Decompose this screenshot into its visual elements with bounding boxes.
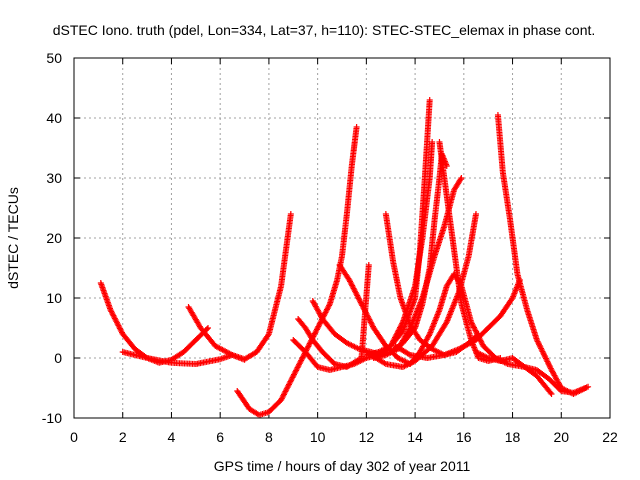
series-8	[309, 151, 450, 358]
plus-marker	[365, 262, 372, 268]
plus-marker	[241, 356, 248, 363]
x-tick-label: 4	[168, 429, 176, 445]
plus-marker	[585, 383, 592, 390]
plus-marker	[265, 332, 272, 339]
x-tick-label: 14	[407, 429, 423, 445]
chart-title: dSTEC Iono. truth (pdel, Lon=334, Lat=37…	[53, 22, 596, 38]
plus-marker	[203, 326, 210, 333]
x-axis-label: GPS time / hours of day 302 of year 2011	[214, 458, 471, 474]
series-3	[185, 304, 248, 363]
x-tick-label: 18	[505, 429, 521, 445]
y-tick-labels: -10 0 10 20 30 40 50	[42, 50, 62, 426]
x-tick-label: 10	[310, 429, 326, 445]
series-15	[494, 112, 589, 397]
x-tick-label: 0	[70, 429, 78, 445]
plus-marker	[429, 139, 436, 145]
plus-marker	[287, 211, 294, 217]
plus-marker	[205, 325, 211, 331]
y-tick-label: 40	[46, 110, 62, 126]
plus-marker	[457, 176, 464, 183]
x-tick-label: 16	[456, 429, 472, 445]
data-marks	[97, 97, 592, 418]
x-tick-label: 20	[553, 429, 569, 445]
plus-marker	[458, 175, 465, 181]
plus-marker	[548, 391, 555, 397]
x-tick-labels: 0 2 4 6 8 10 12 14 16 18 20 22	[70, 429, 618, 445]
plus-marker	[473, 211, 479, 217]
y-tick-label: 10	[46, 290, 62, 306]
y-tick-label: 30	[46, 170, 62, 186]
y-tick-label: -10	[42, 410, 62, 426]
series-4	[234, 124, 360, 418]
y-tick-label: 50	[46, 50, 62, 66]
x-tick-label: 6	[216, 429, 224, 445]
x-tick-label: 8	[265, 429, 273, 445]
plus-marker	[405, 351, 412, 358]
series-1	[97, 280, 211, 366]
grid-lines	[74, 58, 610, 418]
y-tick-label: 20	[46, 230, 62, 246]
x-tick-label: 22	[602, 429, 618, 445]
plus-marker	[520, 363, 527, 369]
plot-frame	[73, 57, 611, 419]
plus-marker	[426, 97, 433, 103]
series-16	[473, 349, 592, 396]
plus-marker	[381, 360, 388, 367]
plus-marker	[425, 332, 432, 339]
y-tick-label: 0	[54, 350, 62, 366]
series-10	[363, 97, 433, 358]
x-tick-label: 12	[359, 429, 375, 445]
series-13	[363, 211, 479, 370]
plus-marker	[353, 124, 360, 130]
plus-marker	[547, 389, 554, 396]
y-axis-label: dSTEC / TECUs	[5, 187, 21, 289]
x-tick-label: 2	[119, 429, 127, 445]
series-14	[392, 277, 523, 361]
plus-marker	[557, 386, 564, 393]
series-2	[119, 211, 294, 367]
